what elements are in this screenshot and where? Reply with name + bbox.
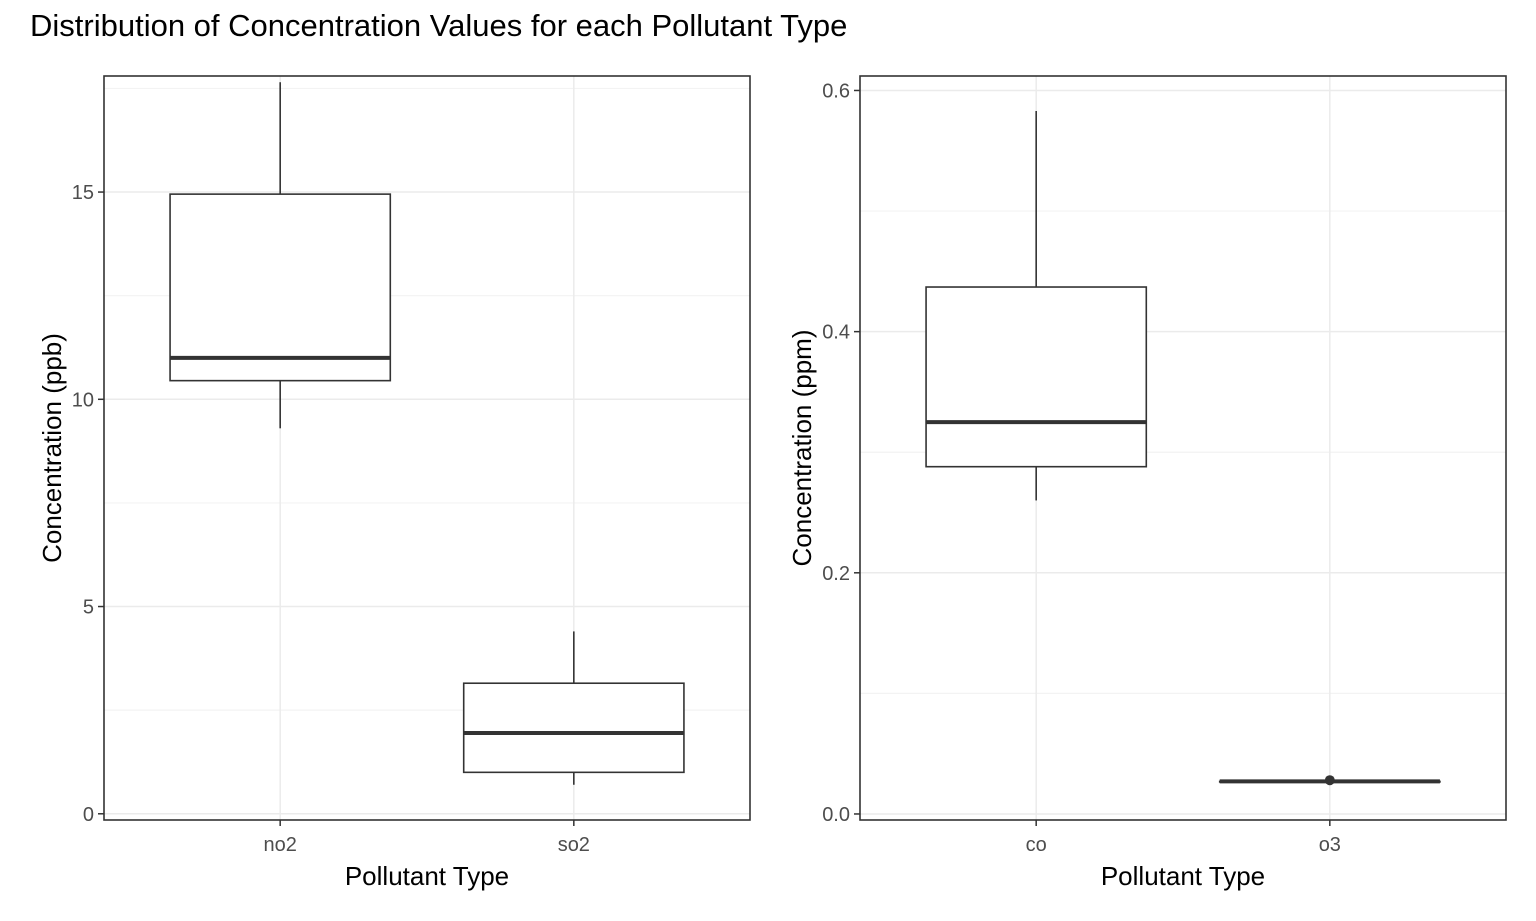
- panel-border: [103, 75, 751, 821]
- y-tick-label: 0.0: [822, 804, 850, 826]
- panel-2: 0.0 0.2 0.4 0.6 co o3 Pollutant Type Concentrat…: [787, 75, 1507, 891]
- x-tick-label: o3: [1319, 834, 1341, 856]
- box-body: [169, 193, 392, 382]
- panel-border: [859, 75, 1507, 821]
- box-no2: [169, 82, 392, 429]
- box-body: [925, 286, 1148, 468]
- x-axis-title: Pollutant Type: [345, 861, 509, 891]
- page-title: Distribution of Concentration Values for…: [30, 8, 848, 43]
- x-tick-label: so2: [558, 834, 590, 856]
- panel-1: 0 5 10 15 no2 so2 Pollutant Type Concentration …: [37, 75, 751, 891]
- x-tick-label: no2: [263, 834, 296, 856]
- y-tick-label: 10: [72, 389, 94, 411]
- y-tick-label: 5: [83, 597, 94, 619]
- outlier-point: [1324, 775, 1335, 786]
- y-tick-label: 0.2: [822, 563, 850, 585]
- x-tick-label: co: [1026, 834, 1047, 856]
- y-tick-label: 0: [83, 804, 94, 826]
- box-o3: [1218, 775, 1441, 786]
- box-body: [462, 682, 685, 774]
- y-axis-title: Concentration (ppb): [37, 333, 67, 563]
- y-tick-label: 0.6: [822, 80, 850, 102]
- y-tick-label: 0.4: [822, 322, 850, 344]
- y-tick-label: 15: [72, 182, 94, 204]
- box-co: [925, 110, 1148, 501]
- y-axis-title: Concentration (ppm): [787, 330, 817, 567]
- box-so2: [462, 631, 685, 785]
- x-axis-title: Pollutant Type: [1101, 861, 1265, 891]
